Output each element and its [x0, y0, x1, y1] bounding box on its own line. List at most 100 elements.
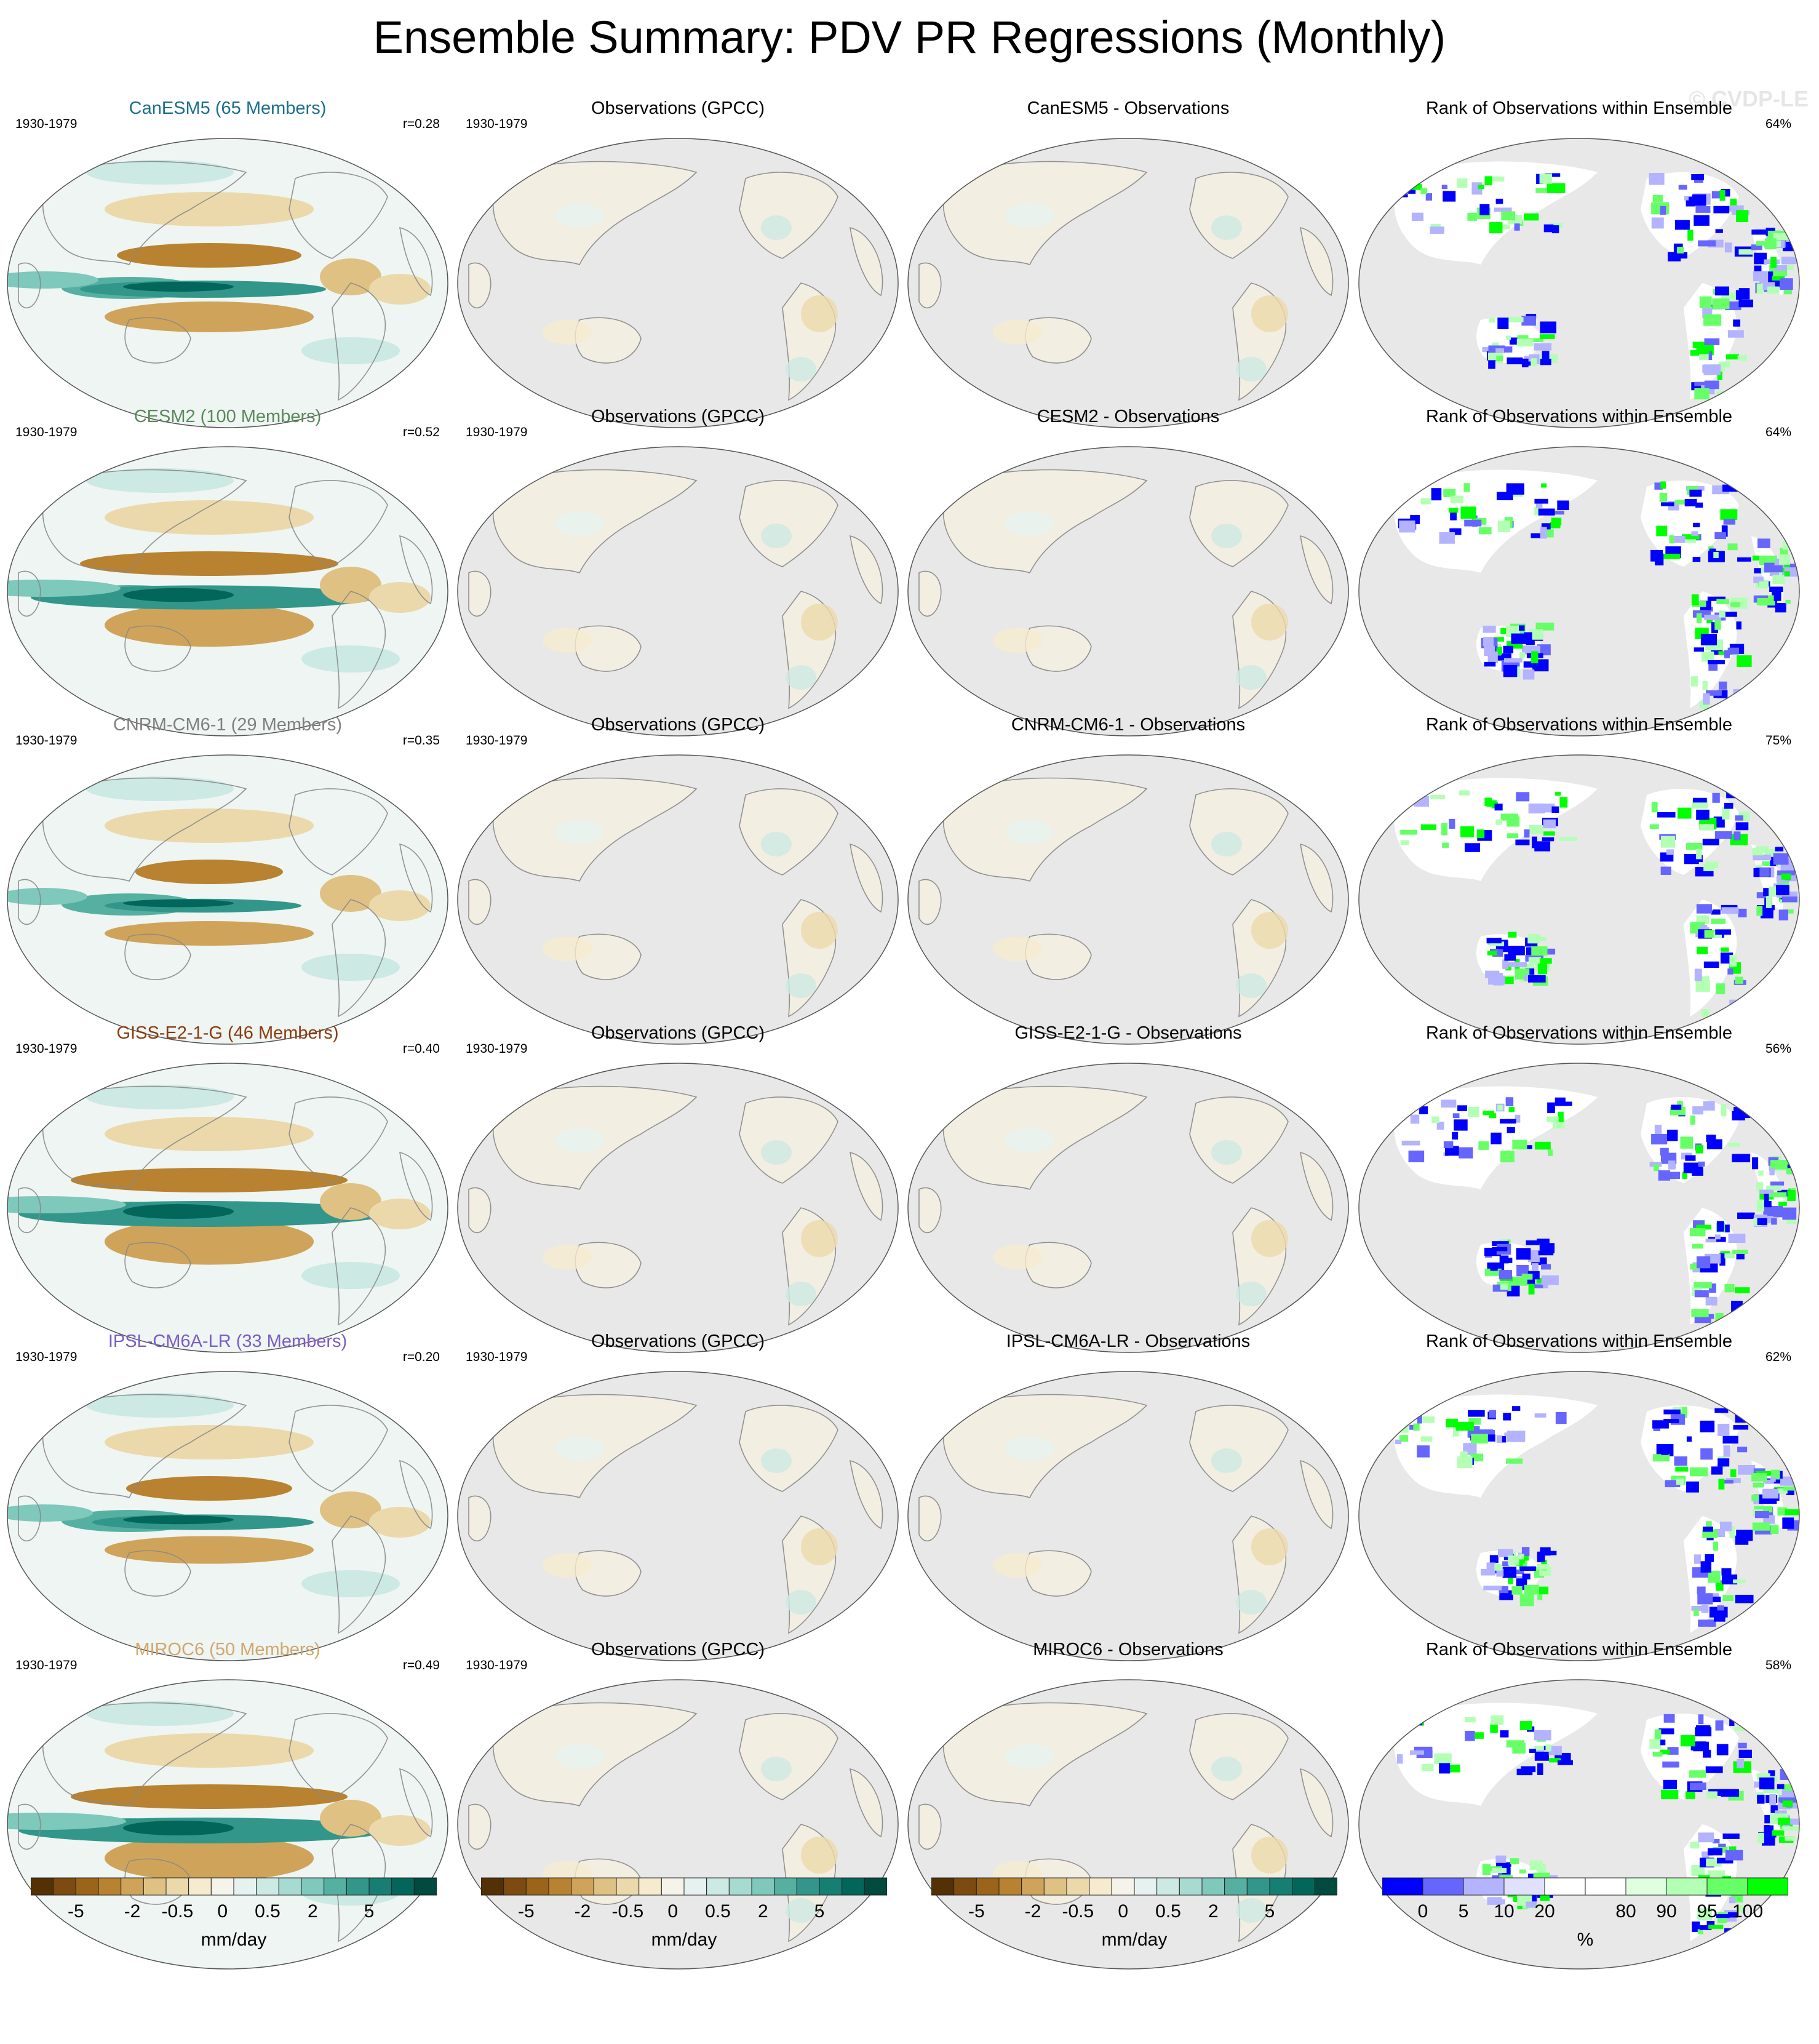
- colorbar-tick-label: 0.5: [1155, 1901, 1181, 1922]
- panel-title: Observations (GPCC): [591, 98, 765, 118]
- pr-anomaly-region: [123, 1515, 234, 1525]
- colorbar-tick-label: -5: [517, 1901, 535, 1922]
- model-map: [7, 754, 448, 1045]
- pr-anomaly-region: [369, 274, 431, 305]
- panel-title: Rank of Observations within Ensemble: [1425, 715, 1733, 735]
- model-panel: IPSL-CM6A-LR (33 Members) 1930-1979 r=0.20: [6, 1331, 449, 1664]
- diff-map: [907, 138, 1349, 428]
- pr-anomaly-region: [7, 1196, 126, 1213]
- diff-map: [907, 754, 1349, 1045]
- period-label: 1930-1979: [466, 1658, 528, 1672]
- panel-title: Observations (GPCC): [591, 715, 765, 735]
- diff-panel: CNRM-CM6-1 - Observations: [907, 715, 1350, 1047]
- obs-panel: Observations (GPCC) 1930-1979: [456, 1331, 899, 1664]
- diff-panel: IPSL-CM6A-LR - Observations: [907, 1331, 1350, 1664]
- panel-title: GISS-E2-1-G (46 Members): [116, 1023, 339, 1043]
- pr-anomaly-region: [105, 921, 314, 946]
- rank-map: [1358, 1063, 1800, 1353]
- pr-anomaly-region: [105, 1536, 314, 1564]
- colorbar-tick-label: -5: [968, 1901, 985, 1922]
- pr-anomaly-region: [320, 567, 381, 604]
- pr-anomaly-region: [320, 1183, 381, 1220]
- period-label: 1930-1979: [466, 733, 528, 748]
- panel-title: Rank of Observations within Ensemble: [1425, 407, 1733, 426]
- colorbar-tick-label: 2: [1208, 1901, 1219, 1922]
- panel-title: Rank of Observations within Ensemble: [1425, 1023, 1733, 1043]
- pr-anomaly-region: [301, 337, 400, 364]
- rank-percent: 64%: [1765, 117, 1791, 131]
- period-label: 1930-1979: [15, 1042, 78, 1056]
- obs-panel: Observations (GPCC) 1930-1979: [456, 1023, 899, 1355]
- pr-anomaly-region: [7, 271, 98, 289]
- period-label: 1930-1979: [466, 1350, 528, 1364]
- rank-map: [1358, 1679, 1800, 1970]
- obs-panel: Observations (GPCC) 1930-1979: [456, 407, 899, 739]
- rank-panel: Rank of Observations within Ensemble 56%: [1358, 1023, 1801, 1355]
- colorbar-swatches: [30, 1877, 437, 1896]
- colorbar-tick-label: -0.5: [161, 1901, 194, 1922]
- colorbar: 0 5 10 20 80 90 95 100%: [1382, 1877, 1789, 1969]
- rank-percent: 58%: [1765, 1658, 1791, 1672]
- model-map: [7, 138, 448, 428]
- pr-anomaly-region: [123, 899, 234, 908]
- model-map: [7, 1679, 448, 1970]
- model-panel: CNRM-CM6-1 (29 Members) 1930-1979 r=0.35: [6, 715, 449, 1047]
- panel-title: Observations (GPCC): [591, 1331, 765, 1351]
- pr-anomaly-region: [7, 888, 87, 905]
- pr-anomaly-region: [117, 243, 301, 268]
- diff-map: [907, 446, 1349, 737]
- pr-anomaly-region: [123, 1204, 234, 1219]
- colorbar-tick-label: 95: [1697, 1901, 1718, 1922]
- colorbar-tick-label: 0.5: [705, 1901, 731, 1922]
- pr-anomaly-region: [123, 1821, 234, 1835]
- rank-percent: 62%: [1765, 1350, 1791, 1364]
- rank-panel: Rank of Observations within Ensemble 58%: [1358, 1640, 1801, 1972]
- colorbar-unit-label: mm/day: [651, 1930, 717, 1950]
- page-title: Ensemble Summary: PDV PR Regressions (Mo…: [373, 12, 1446, 63]
- diff-map: [907, 1371, 1349, 1661]
- model-map: [7, 1371, 448, 1661]
- model-panel: MIROC6 (50 Members) 1930-1979 r=0.49: [6, 1640, 449, 1972]
- model-panel: GISS-E2-1-G (46 Members) 1930-1979 r=0.40: [6, 1023, 449, 1355]
- obs-map: [457, 138, 899, 428]
- pr-anomaly-region: [123, 282, 234, 292]
- period-label: 1930-1979: [466, 425, 528, 439]
- colorbar-unit-label: %: [1577, 1930, 1594, 1950]
- colorbar-swatches: [1382, 1877, 1789, 1896]
- colorbar-tick-label: 2: [307, 1901, 318, 1922]
- pr-anomaly-region: [369, 1507, 431, 1538]
- obs-panel: Observations (GPCC) 1930-1979: [456, 98, 899, 431]
- colorbar-tick-label: -2: [574, 1901, 591, 1922]
- colorbar-tick-label: 0.5: [255, 1901, 281, 1922]
- watermark: © CVDP-LE: [1689, 86, 1809, 111]
- model-map: [7, 1063, 448, 1353]
- obs-map: [457, 1063, 899, 1353]
- period-label: 1930-1979: [15, 733, 78, 748]
- diff-map: [907, 1679, 1349, 1970]
- pr-anomaly-region: [105, 301, 314, 332]
- obs-map: [457, 754, 899, 1045]
- rank-percent: 64%: [1765, 425, 1791, 439]
- pr-anomaly-region: [320, 1491, 381, 1528]
- colorbar-tick-label: 5: [364, 1901, 375, 1922]
- period-label: 1930-1979: [466, 1042, 528, 1056]
- colorbar-tick-label: 10: [1494, 1901, 1515, 1922]
- panel-title: CanESM5 (65 Members): [129, 98, 327, 118]
- pr-anomaly-region: [320, 258, 381, 295]
- panel-title: IPSL-CM6A-LR - Observations: [1006, 1331, 1251, 1351]
- pr-anomaly-region: [86, 1085, 234, 1109]
- pattern-correlation: r=0.49: [402, 1658, 440, 1672]
- colorbar-tick-label: -2: [124, 1901, 141, 1922]
- pr-anomaly-region: [105, 1218, 314, 1265]
- pr-anomaly-region: [369, 890, 431, 921]
- pr-anomaly-region: [126, 1476, 292, 1501]
- colorbar-tick-label: 0: [1417, 1901, 1428, 1922]
- colorbar-tick-label: 5: [814, 1901, 825, 1922]
- pr-anomaly-region: [105, 1117, 314, 1151]
- pr-anomaly-region: [369, 1199, 431, 1229]
- colorbar: -5 -2 -0.5 0 0.5 2 5 mm/day: [480, 1877, 888, 1969]
- period-label: 1930-1979: [466, 117, 528, 131]
- period-label: 1930-1979: [15, 1350, 78, 1364]
- panel-title: GISS-E2-1-G - Observations: [1014, 1023, 1242, 1043]
- pr-anomaly-region: [80, 551, 338, 576]
